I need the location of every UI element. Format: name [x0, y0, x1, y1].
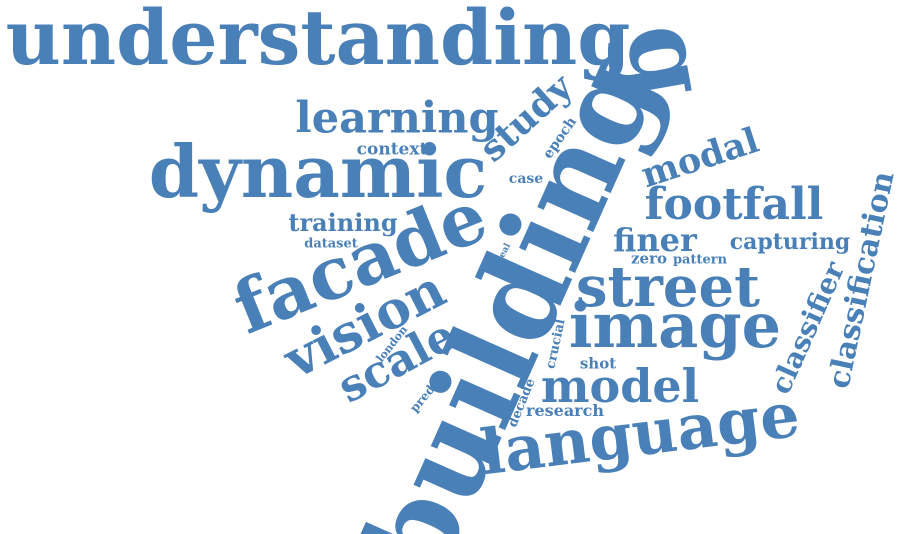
word-shot: shot	[579, 354, 617, 373]
word-finer: finer	[613, 221, 697, 259]
word-footfall: footfall	[644, 179, 824, 230]
word-research: research	[526, 401, 604, 420]
word-image: image	[568, 289, 782, 362]
word-zero: zero	[631, 249, 667, 268]
word-free: free	[501, 267, 519, 277]
word-understanding: understanding	[5, 0, 631, 82]
word-model: model	[540, 359, 700, 413]
word-learning: learning	[295, 93, 499, 144]
word-pattern: pattern	[672, 252, 728, 268]
word-dataset: dataset	[304, 236, 358, 252]
word-context: context	[356, 139, 428, 160]
word-case: case	[508, 171, 544, 187]
word-training: training	[288, 208, 398, 237]
word-street: street	[575, 254, 761, 320]
word-capturing: capturing	[729, 229, 851, 255]
word-dynamic: dynamic	[148, 129, 488, 214]
